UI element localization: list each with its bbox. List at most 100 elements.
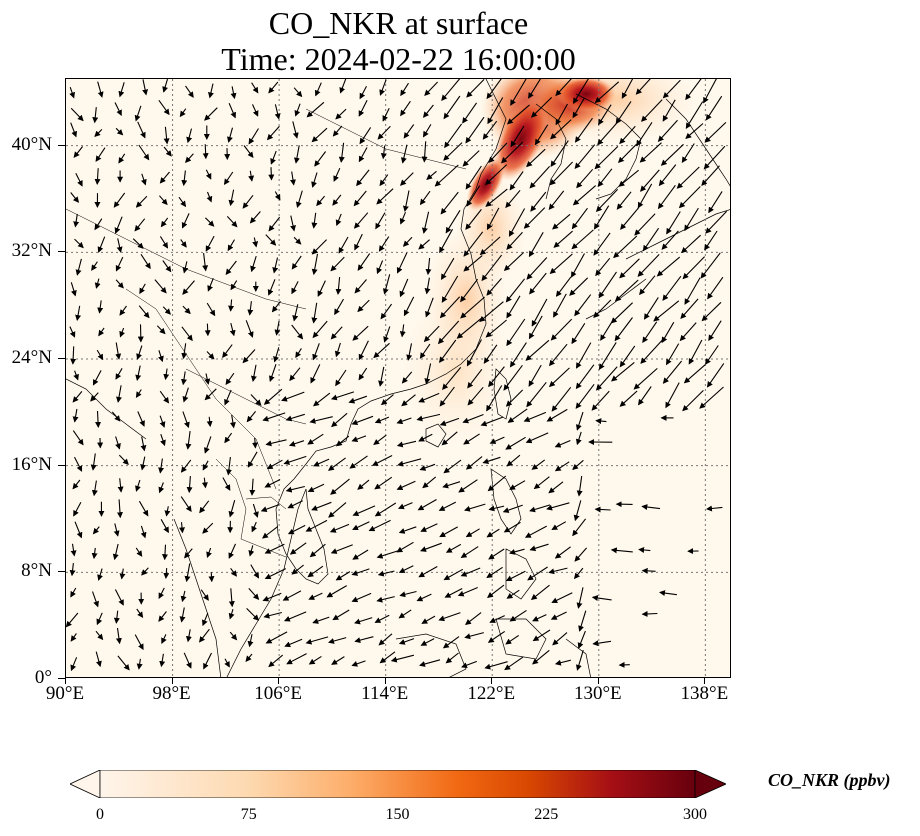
wind-arrow	[349, 455, 368, 469]
wind-arrow	[228, 299, 235, 312]
wind-arrow	[620, 207, 640, 230]
wind-arrow	[351, 592, 372, 603]
wind-arrow	[91, 591, 99, 608]
wind-arrow	[97, 300, 104, 314]
wind-arrow	[685, 101, 704, 129]
wind-arrow	[574, 294, 592, 317]
wind-arrow	[504, 656, 524, 671]
wind-arrow	[509, 342, 527, 368]
wind-arrow	[92, 107, 99, 124]
wind-arrow	[230, 567, 238, 577]
wind-arrow	[206, 191, 213, 203]
wind-arrow	[203, 652, 212, 670]
wind-arrow	[656, 256, 681, 277]
wind-arrow	[311, 212, 318, 229]
wind-arrow	[401, 371, 413, 384]
wind-arrow	[685, 123, 704, 139]
wind-arrow	[268, 167, 275, 181]
wind-arrow	[523, 411, 547, 422]
wind-arrow	[137, 121, 146, 139]
wind-arrow	[531, 459, 546, 470]
lon-tick-mark	[65, 678, 66, 684]
wind-arrow	[250, 255, 257, 273]
wind-arrow	[420, 542, 442, 552]
wind-arrow	[419, 659, 441, 667]
wind-arrow	[185, 431, 192, 450]
wind-arrow	[637, 254, 660, 277]
wind-arrow	[305, 636, 329, 645]
wind-arrow	[683, 364, 706, 384]
wind-arrow	[312, 616, 330, 624]
wind-arrow	[140, 253, 151, 270]
wind-arrow	[640, 169, 660, 192]
wind-arrow	[418, 433, 433, 442]
wind-arrow	[445, 210, 461, 234]
wind-arrow	[420, 523, 438, 532]
wind-arrow	[554, 461, 570, 472]
wind-arrow	[70, 587, 77, 598]
wind-arrow	[439, 228, 453, 254]
wind-arrow	[505, 570, 526, 582]
wind-arrow	[699, 386, 724, 409]
lon-tick-label: 98°E	[152, 683, 191, 704]
wind-arrow	[159, 171, 170, 184]
wind-arrow	[291, 564, 304, 575]
wind-arrow	[116, 499, 123, 519]
wind-arrow	[637, 183, 653, 209]
wind-arrow	[463, 255, 483, 272]
wind-arrow	[293, 236, 302, 245]
wind-arrow	[487, 584, 505, 599]
wind-arrow	[425, 297, 434, 318]
wind-arrow	[705, 345, 719, 365]
lon-tick-label: 114°E	[361, 683, 409, 704]
wind-arrow	[330, 544, 353, 554]
wind-arrow	[310, 364, 321, 384]
wind-arrow	[440, 257, 455, 281]
wind-arrow	[506, 104, 530, 125]
wind-arrow	[335, 108, 347, 120]
wind-arrow	[242, 194, 254, 209]
wind-arrow	[206, 302, 216, 317]
wind-arrow	[228, 543, 237, 559]
wind-arrow	[70, 657, 78, 672]
wind-arrow	[91, 261, 98, 271]
wind-arrow	[295, 348, 302, 359]
wind-arrow	[326, 585, 347, 598]
wind-arrow	[294, 103, 301, 117]
co-concentration-field	[401, 79, 696, 449]
wind-arrow	[97, 81, 104, 98]
wind-arrow	[503, 521, 521, 533]
wind-arrow	[229, 322, 236, 337]
wind-arrow	[705, 210, 728, 234]
map-panel[interactable]	[65, 78, 731, 678]
wind-arrow	[228, 500, 236, 518]
lat-tick-label: 24°N	[11, 347, 52, 368]
wind-arrow	[314, 151, 327, 167]
wind-arrow	[72, 479, 81, 490]
wind-arrow	[357, 253, 371, 271]
wind-arrow	[484, 661, 508, 670]
wind-arrow	[181, 371, 187, 386]
wind-arrow	[140, 525, 147, 539]
wind-arrow	[158, 195, 168, 206]
wind-arrow	[287, 524, 306, 535]
colorbar-tick-label: 0	[96, 806, 104, 823]
wind-arrow	[617, 143, 637, 164]
wind-arrow	[313, 392, 331, 407]
wind-arrow	[486, 566, 503, 579]
wind-arrow	[546, 502, 570, 511]
wind-arrow	[619, 125, 636, 145]
wind-arrow	[510, 79, 527, 106]
wind-arrow	[441, 431, 458, 446]
wind-arrow	[270, 150, 277, 165]
wind-arrow	[264, 479, 281, 488]
wind-arrow	[180, 496, 192, 513]
lon-tick-mark	[597, 678, 599, 684]
wind-arrow	[661, 321, 675, 344]
wind-arrow	[374, 502, 397, 517]
wind-arrow	[554, 439, 571, 448]
wind-arrow	[265, 439, 287, 447]
wind-arrow	[507, 408, 528, 423]
wind-arrow	[633, 367, 658, 390]
wind-arrow	[703, 145, 726, 170]
